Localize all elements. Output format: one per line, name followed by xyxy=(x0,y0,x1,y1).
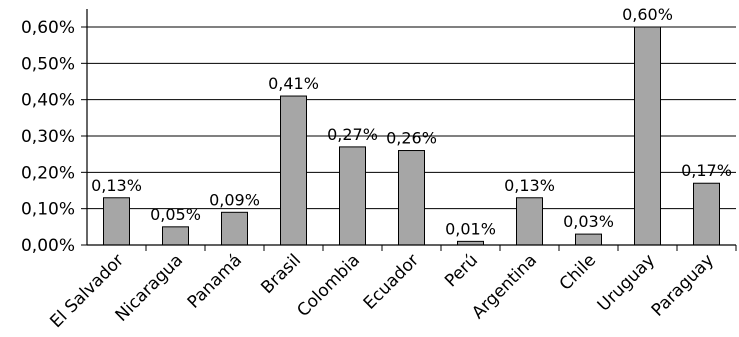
category-label-5: Ecuador xyxy=(360,250,423,313)
category-label-4: Colombia xyxy=(293,250,364,321)
category-label-6: Perú xyxy=(441,250,482,291)
bar-2 xyxy=(221,211,248,246)
bars xyxy=(103,26,720,246)
bar-9 xyxy=(634,26,661,246)
y-tick-label: 0,50% xyxy=(21,54,75,74)
data-label-1: 0,05% xyxy=(150,205,201,224)
gridlines xyxy=(87,26,736,210)
y-tick-label: 0,10% xyxy=(21,200,75,220)
bar-4 xyxy=(339,146,366,246)
y-tick-label: 0,60% xyxy=(21,18,75,38)
data-label-10: 0,17% xyxy=(681,161,732,180)
data-label-7: 0,13% xyxy=(504,176,555,195)
y-tick-label: 0,00% xyxy=(21,236,75,256)
bar-8 xyxy=(575,233,602,246)
bar-5 xyxy=(398,150,425,246)
y-tick-label: 0,40% xyxy=(21,91,75,111)
category-label-2: Panamá xyxy=(184,250,246,312)
data-label-2: 0,09% xyxy=(209,190,260,209)
bar-3 xyxy=(280,95,307,246)
category-label-0: El Salvador xyxy=(46,250,128,332)
category-label-8: Chile xyxy=(556,250,600,294)
data-labels: 0,13% 0,05% 0,09% 0,41% 0,27% 0,26% 0,01% 0,13%… xyxy=(91,5,732,238)
bar-1 xyxy=(162,226,189,246)
y-tick-label: 0,30% xyxy=(21,127,75,147)
y-axis-ticks: 0,00% 0,10% 0,20% 0,30% 0,40% 0,50% 0,60% xyxy=(21,18,87,256)
data-label-6: 0,01% xyxy=(445,219,496,238)
bar-7 xyxy=(516,197,543,246)
data-label-0: 0,13% xyxy=(91,176,142,195)
data-label-4: 0,27% xyxy=(327,125,378,144)
data-label-8: 0,03% xyxy=(563,212,614,231)
bar-0 xyxy=(103,197,130,246)
category-label-3: Brasil xyxy=(257,250,305,298)
bar-10 xyxy=(693,182,720,246)
data-label-3: 0,41% xyxy=(268,74,319,93)
category-label-7: Argentina xyxy=(468,250,541,323)
y-tick-label: 0,20% xyxy=(21,163,75,183)
data-label-5: 0,26% xyxy=(386,129,437,148)
category-label-10: Paraguay xyxy=(648,250,718,320)
data-label-9: 0,60% xyxy=(622,5,673,24)
